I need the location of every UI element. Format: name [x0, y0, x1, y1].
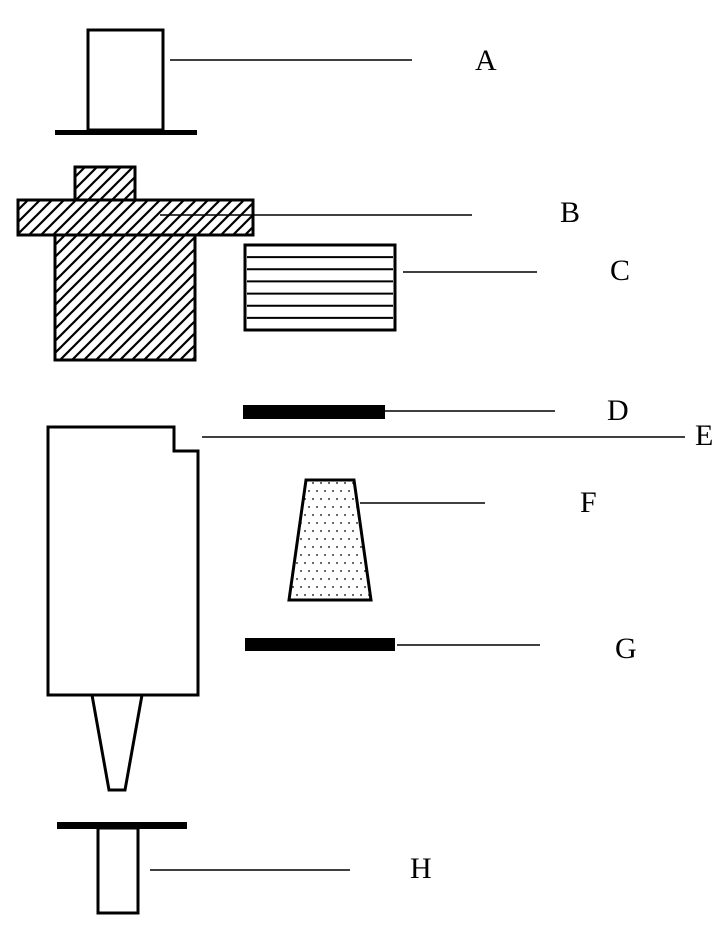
label-H: H — [410, 852, 432, 885]
label-E: E — [695, 419, 713, 452]
diagram-layer: A BC D E F G H — [18, 30, 713, 913]
label-D: D — [607, 394, 629, 427]
label-F: F — [580, 486, 597, 519]
diagram-svg: A BC D E F G H — [0, 0, 718, 949]
label-C: C — [610, 254, 630, 287]
label-B: B — [560, 196, 580, 229]
label-G: G — [615, 632, 637, 665]
label-A: A — [475, 44, 497, 77]
